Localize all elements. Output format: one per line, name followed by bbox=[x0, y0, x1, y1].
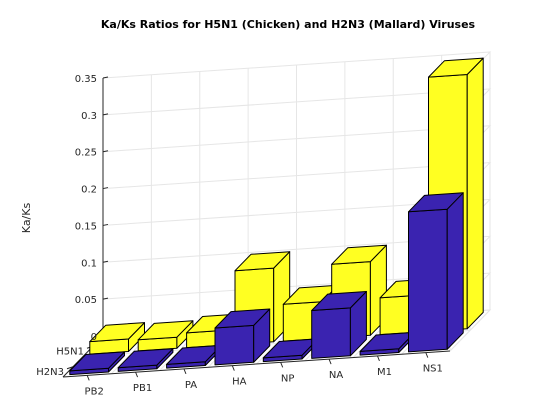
bar-top-face bbox=[311, 291, 367, 311]
y-tick-label: H5N1 bbox=[56, 346, 84, 357]
x-tick-mark bbox=[425, 352, 429, 358]
axes bbox=[62, 76, 451, 381]
bar-top-face bbox=[428, 57, 484, 78]
z-tick-mark bbox=[102, 76, 109, 79]
x-tick-mark bbox=[86, 375, 90, 381]
bars bbox=[69, 57, 484, 376]
x-tick-mark bbox=[280, 362, 284, 368]
bar-front-face bbox=[311, 307, 351, 359]
x-tick-mark bbox=[183, 368, 187, 375]
bar-top-face bbox=[117, 348, 174, 369]
y-tick-label: H2N3 bbox=[36, 367, 64, 378]
x-tick-mark bbox=[376, 355, 380, 362]
bar-top-face bbox=[234, 251, 291, 272]
z-tick-mark bbox=[102, 113, 109, 116]
x-tick-mark bbox=[328, 358, 332, 365]
x-tick-label: M1 bbox=[377, 367, 392, 378]
z-tick-mark bbox=[102, 223, 109, 226]
z-tick-label: 0.25 bbox=[75, 148, 97, 159]
bar-top-face bbox=[69, 351, 125, 372]
x-tick-label: NP bbox=[281, 373, 295, 384]
y-axis-label: Ka/Ks bbox=[20, 203, 33, 234]
x-tick-label: NA bbox=[329, 370, 343, 381]
z-tick-mark bbox=[102, 297, 109, 300]
z-tick-mark bbox=[102, 260, 109, 263]
x-axis bbox=[62, 350, 451, 378]
z-tick-mark bbox=[102, 150, 109, 153]
bar-top-face bbox=[89, 322, 145, 343]
y-tick-mark bbox=[66, 366, 74, 370]
tick-labels: 0 0.05 0.1 0.15 0.2 0.25 0.3 0.35 PB2 PB1 PA HA NP NA… bbox=[36, 74, 443, 397]
chart-title: Ka/Ks Ratios for H5N1 (Chicken) and H2N3… bbox=[101, 18, 476, 31]
bar-side-face bbox=[466, 57, 484, 330]
bar-H5N1-PB1 bbox=[137, 320, 194, 352]
z-tick-label: 0 bbox=[91, 332, 97, 343]
x-tick-label: PA bbox=[185, 380, 197, 391]
z-tick-label: 0.35 bbox=[75, 74, 97, 85]
z-tick-mark bbox=[102, 187, 109, 190]
bar-H2N3-NA bbox=[311, 291, 367, 359]
bar-H2N3-PB1 bbox=[117, 348, 174, 372]
z-tick-label: 0.15 bbox=[75, 221, 97, 232]
bar-H2N3-M1 bbox=[359, 331, 416, 356]
bar-top-face bbox=[262, 338, 319, 359]
z-tick-label: 0.3 bbox=[81, 111, 97, 122]
bar-top-face bbox=[359, 331, 416, 352]
bar-top-face bbox=[166, 344, 222, 365]
z-tick-label: 0.2 bbox=[81, 185, 97, 196]
x-tick-mark bbox=[135, 371, 139, 378]
bar-front-face bbox=[214, 324, 255, 366]
x-tick-label: PB1 bbox=[133, 383, 152, 394]
z-tick-label: 0.1 bbox=[81, 258, 97, 269]
bar-H2N3-NS1 bbox=[408, 192, 464, 353]
bar-H2N3-HA bbox=[214, 308, 271, 366]
x-tick-label: PB2 bbox=[85, 386, 104, 397]
z-tick-label: 0.05 bbox=[75, 295, 97, 306]
bar-side-face bbox=[446, 192, 464, 350]
bar-top-face bbox=[331, 244, 387, 265]
x-tick-label: NS1 bbox=[423, 364, 443, 375]
bar-top-face bbox=[137, 320, 194, 341]
x-tick-mark bbox=[231, 365, 235, 371]
bar-top-face bbox=[214, 308, 271, 329]
bar-front-face bbox=[408, 208, 448, 353]
bar-H5N1-PB2 bbox=[89, 322, 145, 355]
bar-H2N3-PB2 bbox=[69, 351, 125, 376]
bar-top-face bbox=[408, 192, 464, 213]
x-tick-label: HA bbox=[232, 377, 247, 388]
